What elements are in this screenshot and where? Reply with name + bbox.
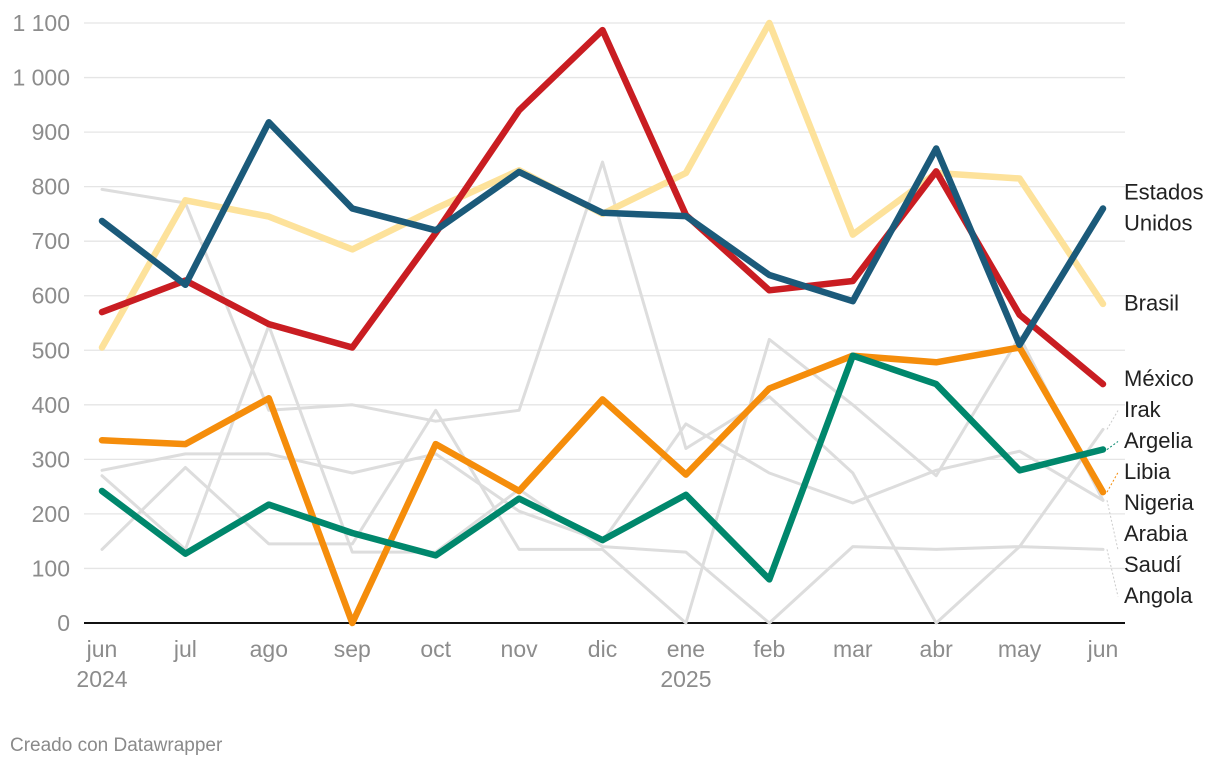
x-year-label: 2024 (76, 666, 127, 692)
gridlines (84, 22, 1125, 624)
y-tick-label: 1 100 (12, 10, 70, 36)
x-tick-label: ene (667, 636, 705, 662)
label-connector (1106, 549, 1119, 597)
x-tick-label: sep (334, 636, 371, 662)
y-tick-label: 900 (32, 119, 70, 145)
x-tick-label: ago (250, 636, 288, 662)
x-tick-label: oct (420, 636, 451, 662)
x-tick-label: nov (501, 636, 539, 662)
y-axis-ticks: 0 100 200 300 400 500 600 700 800 900 1 000 1 100 (12, 10, 70, 636)
series-label-arabia-saudí: Arabia Saudí (1124, 521, 1188, 577)
x-tick-label: dic (588, 636, 617, 662)
label-connector (1106, 410, 1119, 430)
series-line-arabia-saudí (100, 335, 1105, 625)
series-line-irak (100, 160, 1105, 625)
y-tick-label: 700 (32, 228, 70, 254)
x-axis-ticks: jun jul ago sep oct nov dic ene feb mar abr may jun 2… (76, 636, 1118, 692)
x-year-label: 2025 (660, 666, 711, 692)
y-tick-label: 600 (32, 283, 70, 309)
x-tick-label: jul (173, 636, 197, 662)
series-label-libia: Libia (1124, 459, 1171, 484)
label-connector (1106, 500, 1119, 551)
series-line-méxico (98, 26, 1107, 388)
series-label-nigeria: Nigeria (1124, 490, 1194, 515)
x-tick-label: jun (86, 636, 118, 662)
y-tick-label: 300 (32, 446, 70, 472)
series-label-brasil: Brasil (1124, 290, 1179, 315)
x-tick-label: mar (833, 636, 873, 662)
y-tick-label: 200 (32, 501, 70, 527)
y-tick-label: 100 (32, 555, 70, 581)
x-tick-label: abr (920, 636, 954, 662)
y-tick-label: 800 (32, 174, 70, 200)
x-tick-label: feb (753, 636, 785, 662)
series-label-angola: Angola (1124, 583, 1193, 608)
series-label-méxico: México (1124, 366, 1194, 391)
y-tick-label: 400 (32, 392, 70, 418)
label-connector (1106, 472, 1119, 493)
y-tick-label: 500 (32, 337, 70, 363)
x-tick-label: jun (1087, 636, 1119, 662)
series-lines (98, 19, 1107, 627)
y-tick-label: 0 (57, 610, 70, 636)
x-tick-label: may (998, 636, 1042, 662)
series-label-argelia: Argelia (1124, 428, 1193, 453)
series-line-nigeria (100, 422, 1105, 543)
series-line-argelia (98, 352, 1107, 583)
label-connector (1106, 441, 1119, 450)
series-labels: Estados Unidos Brasil México Irak Argelia Libi… (1106, 179, 1204, 608)
credit-text: Creado con Datawrapper (10, 735, 223, 756)
series-label-irak: Irak (1124, 397, 1162, 422)
series-line-libia (98, 344, 1107, 627)
y-tick-label: 1 000 (12, 65, 70, 91)
series-line-angola (100, 324, 1105, 625)
series-line-estados-unidos (98, 119, 1107, 349)
series-label-estados-unidos: Estados Unidos (1124, 179, 1204, 235)
